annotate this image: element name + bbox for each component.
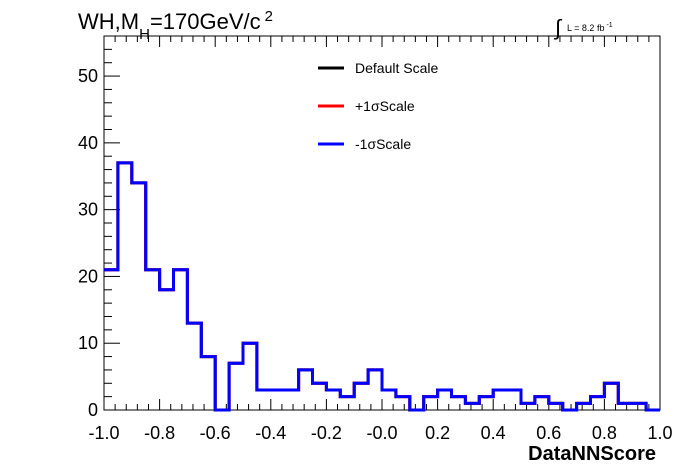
title-suffix: =170GeV/c xyxy=(150,9,261,34)
x-axis-ticks xyxy=(103,36,661,410)
lumi-label: L = 8.2 fb -1 xyxy=(567,22,613,33)
lumi-exponent: -1 xyxy=(606,22,612,29)
y-tick-label: 20 xyxy=(78,266,98,286)
x-tick-label: 0.2 xyxy=(425,423,450,443)
x-tick-label: -0.6 xyxy=(200,423,231,443)
x-tick-label: -1.0 xyxy=(88,423,119,443)
y-tick-label: 40 xyxy=(78,133,98,153)
y-tick-label: 0 xyxy=(88,400,98,420)
title-superscript: 2 xyxy=(265,8,273,25)
y-axis-ticks xyxy=(104,35,120,411)
title-subscript: H xyxy=(139,26,150,43)
y-tick-label: 50 xyxy=(78,66,98,86)
legend-label-2: -1σScale xyxy=(355,136,411,152)
y-tick-label: 30 xyxy=(78,200,98,220)
x-tick-label: -0.4 xyxy=(255,423,286,443)
x-axis-tick-labels: -1.0 -0.8 -0.6 -0.4 -0.2 -0.0 0.2 0.4 0.6 0.8 1.0 xyxy=(88,423,672,443)
y-axis-tick-labels: 0 10 20 30 40 50 xyxy=(78,66,98,420)
x-tick-label: -0.2 xyxy=(311,423,342,443)
x-tick-label: 0.6 xyxy=(536,423,561,443)
plot-frame xyxy=(103,35,661,411)
x-tick-label: 0.8 xyxy=(592,423,617,443)
legend: Default Scale +1σScale -1σScale xyxy=(318,60,438,152)
y-tick-label: 10 xyxy=(78,333,98,353)
chart-title: WH,MH=170GeV/c 2 xyxy=(78,8,273,43)
x-tick-label: -0.0 xyxy=(366,423,397,443)
legend-label-1: +1σScale xyxy=(355,98,415,114)
legend-label-0: Default Scale xyxy=(355,60,438,76)
x-tick-label: 1.0 xyxy=(647,423,672,443)
lumi-integral: ∫ xyxy=(553,15,563,40)
x-tick-label: 0.4 xyxy=(481,423,506,443)
series-line-2 xyxy=(104,161,660,412)
x-tick-label: -0.8 xyxy=(144,423,175,443)
series-layer xyxy=(104,161,660,412)
title-prefix: WH,M xyxy=(78,9,139,34)
lumi-text: L = 8.2 fb xyxy=(567,23,604,33)
x-axis-title: DataNNScore xyxy=(528,443,656,465)
